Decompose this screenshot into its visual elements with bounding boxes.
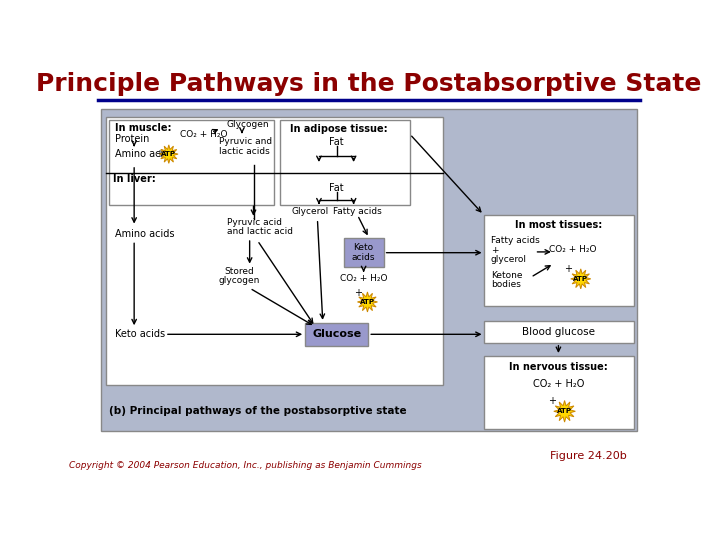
Text: CO₂ + H₂O: CO₂ + H₂O	[549, 245, 597, 254]
Text: In adipose tissue:: In adipose tissue:	[290, 124, 388, 134]
Text: lactic acids: lactic acids	[219, 146, 269, 156]
Text: ATP: ATP	[557, 408, 572, 414]
Text: +: +	[490, 246, 498, 255]
Text: Figure 24.20b: Figure 24.20b	[550, 451, 627, 461]
Text: In nervous tissue:: In nervous tissue:	[509, 362, 608, 373]
Polygon shape	[357, 292, 377, 312]
FancyBboxPatch shape	[484, 215, 634, 306]
Text: CO₂ + H₂O: CO₂ + H₂O	[533, 379, 584, 389]
Text: Pyruvic and: Pyruvic and	[219, 137, 272, 146]
Text: +: +	[548, 396, 556, 406]
Text: +: +	[354, 288, 361, 298]
FancyBboxPatch shape	[343, 238, 384, 267]
Text: ATP: ATP	[161, 151, 176, 157]
Text: Fatty acids: Fatty acids	[490, 236, 539, 245]
Text: ATP: ATP	[573, 276, 588, 282]
FancyBboxPatch shape	[281, 120, 410, 205]
Text: Ketone: Ketone	[490, 271, 522, 280]
Text: Glycogen: Glycogen	[227, 120, 269, 130]
Text: glycogen: glycogen	[219, 276, 261, 285]
Text: Glycerol: Glycerol	[292, 207, 329, 215]
Text: and lactic acid: and lactic acid	[227, 227, 292, 237]
FancyBboxPatch shape	[484, 356, 634, 429]
Text: Fatty acids: Fatty acids	[333, 207, 382, 215]
Text: Keto
acids: Keto acids	[352, 243, 375, 262]
Text: (b) Principal pathways of the postabsorptive state: (b) Principal pathways of the postabsorp…	[109, 406, 406, 416]
Text: ATP: ATP	[360, 299, 375, 305]
Text: Pyruvic acid: Pyruvic acid	[227, 218, 282, 227]
Text: CO₂ + H₂O: CO₂ + H₂O	[180, 130, 228, 139]
Polygon shape	[160, 145, 178, 164]
Text: +: +	[564, 264, 572, 274]
Text: CO₂ + H₂O: CO₂ + H₂O	[340, 274, 387, 284]
Text: Keto acids: Keto acids	[115, 329, 165, 339]
Text: +: +	[155, 149, 163, 159]
FancyBboxPatch shape	[106, 117, 443, 385]
Text: glycerol: glycerol	[490, 255, 526, 264]
Text: Glucose: Glucose	[312, 329, 361, 339]
Text: Principle Pathways in the Postabsorptive State: Principle Pathways in the Postabsorptive…	[36, 72, 702, 96]
FancyBboxPatch shape	[484, 321, 634, 343]
FancyBboxPatch shape	[109, 120, 274, 205]
Text: Blood glucose: Blood glucose	[522, 327, 595, 337]
Text: bodies: bodies	[490, 280, 521, 289]
FancyBboxPatch shape	[305, 323, 368, 346]
Polygon shape	[571, 269, 590, 289]
Text: Amino acids: Amino acids	[115, 229, 174, 239]
Text: In muscle:: In muscle:	[115, 123, 171, 133]
Polygon shape	[554, 401, 575, 422]
Text: In liver:: In liver:	[113, 174, 156, 184]
Text: Stored: Stored	[225, 267, 254, 275]
Text: Fat: Fat	[329, 183, 344, 193]
Text: Copyright © 2004 Pearson Education, Inc., publishing as Benjamin Cummings: Copyright © 2004 Pearson Education, Inc.…	[69, 461, 422, 470]
FancyBboxPatch shape	[101, 110, 637, 430]
Text: Protein: Protein	[115, 134, 149, 144]
Text: Fat: Fat	[329, 137, 344, 147]
Text: Amino acids: Amino acids	[115, 149, 174, 159]
Text: In most tissues:: In most tissues:	[515, 220, 602, 230]
